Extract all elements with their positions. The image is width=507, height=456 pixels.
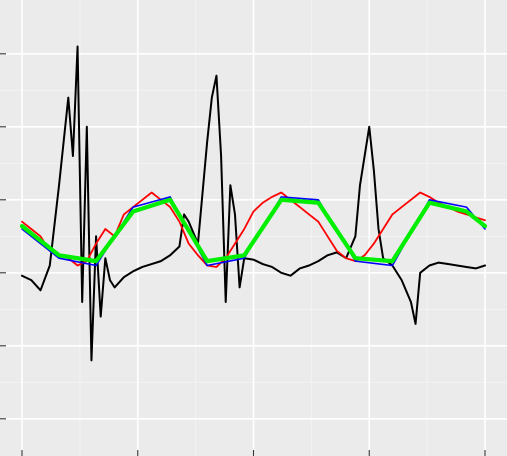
chart-axis-ticks (0, 53, 486, 456)
series-line-0 (21, 45, 486, 362)
series-line-1 (21, 191, 486, 268)
series-line-3 (19, 197, 488, 264)
chart-series-layer (19, 45, 488, 362)
